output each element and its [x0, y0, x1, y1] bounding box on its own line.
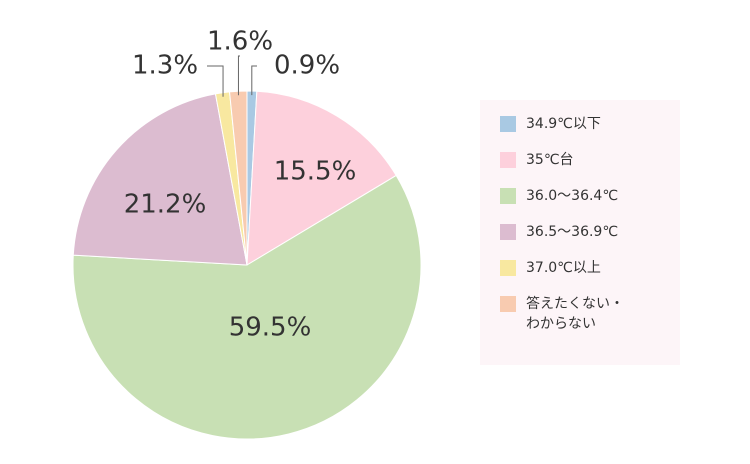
legend-swatch: [500, 224, 516, 240]
legend-item: 35℃台: [500, 152, 680, 170]
data-label: 59.5%: [229, 313, 312, 343]
legend-swatch: [500, 116, 516, 132]
data-label: 1.6%: [207, 27, 273, 57]
legend-item: 37.0℃以上: [500, 260, 680, 278]
data-label: 1.3%: [132, 51, 198, 81]
legend-swatch: [500, 152, 516, 168]
legend: 34.9℃以下 35℃台 36.0～36.4℃ 36.5～36.9℃ 37.0℃以上答え…: [480, 100, 680, 365]
legend-label: 36.5～36.9℃: [526, 224, 619, 240]
data-label: 21.2%: [124, 190, 207, 220]
leader-line: [207, 65, 224, 97]
pie-slice: [72, 93, 248, 266]
legend-label: 34.9℃以下: [526, 116, 601, 132]
leader-line: [237, 55, 240, 96]
legend-item: 36.0～36.4℃: [500, 188, 680, 206]
pie-slice: [246, 90, 397, 266]
legend-item: 36.5～36.9℃: [500, 224, 680, 242]
legend-label: 答えたくない・わからない: [526, 296, 624, 332]
pie-slice: [72, 174, 422, 440]
legend-label: 37.0℃以上: [526, 260, 601, 276]
legend-swatch: [500, 296, 516, 312]
data-label: 0.9%: [274, 51, 340, 81]
legend-label: 35℃台: [526, 152, 574, 168]
legend-swatch: [500, 260, 516, 276]
legend-swatch: [500, 188, 516, 204]
legend-label: 36.0～36.4℃: [526, 188, 619, 204]
legend-item: 34.9℃以下: [500, 116, 680, 134]
data-label: 15.5%: [274, 157, 357, 187]
leader-line: [251, 65, 257, 96]
legend-item: 答えたくない・わからない: [500, 296, 680, 334]
